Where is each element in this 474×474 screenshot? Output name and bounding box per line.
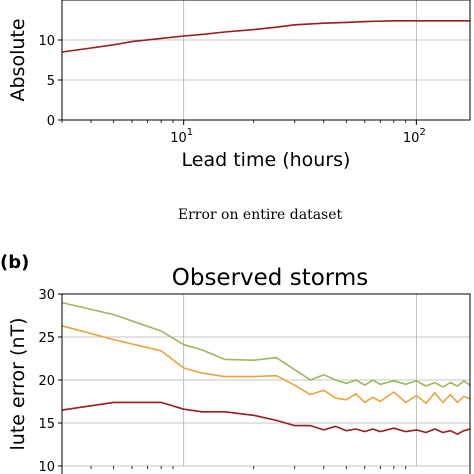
chart-b: Observed storms 10 15 20 25 30 lute error (n… xyxy=(7,265,471,474)
y-tick-label: 30 xyxy=(38,288,55,303)
series-line-b-0 xyxy=(61,301,471,388)
y-tick-label: 5 xyxy=(47,74,55,89)
chart-a-xlabel: Lead time (hours) xyxy=(182,149,351,171)
figure-caption: Error on entire dataset xyxy=(178,207,343,223)
panel-label: (b) xyxy=(0,252,29,273)
y-tick-label: 0 xyxy=(47,114,55,129)
series-line-b-2 xyxy=(61,401,471,436)
series-line-a-0 xyxy=(61,19,470,53)
chart-b-ticks: 10 15 20 25 30 xyxy=(38,288,407,474)
chart-a-axes-frame xyxy=(61,0,471,121)
y-tick-label: 10 xyxy=(38,460,55,474)
chart-a: 0 5 10 101 102 Absolute Lead time (hours) xyxy=(7,0,471,171)
series-line-b-1 xyxy=(61,325,471,405)
chart-b-ylabel: lute error (nT) xyxy=(7,317,29,450)
x-tick-label: 101 xyxy=(170,127,193,146)
chart-b-series xyxy=(61,301,471,436)
y-tick-label: 25 xyxy=(38,331,55,346)
chart-a-grid xyxy=(62,0,470,121)
y-tick-label: 20 xyxy=(38,374,55,389)
chart-a-series xyxy=(61,19,470,53)
chart-a-ylabel: Absolute xyxy=(7,18,29,101)
chart-b-title: Observed storms xyxy=(172,265,368,291)
chart-b-grid xyxy=(62,293,470,467)
y-tick-label: 10 xyxy=(38,34,55,49)
y-tick-label: 15 xyxy=(38,417,55,432)
chart-b-axes-frame xyxy=(61,293,471,474)
chart-a-ticks: 0 5 10 101 102 xyxy=(38,34,425,146)
x-tick-label: 102 xyxy=(403,127,426,146)
